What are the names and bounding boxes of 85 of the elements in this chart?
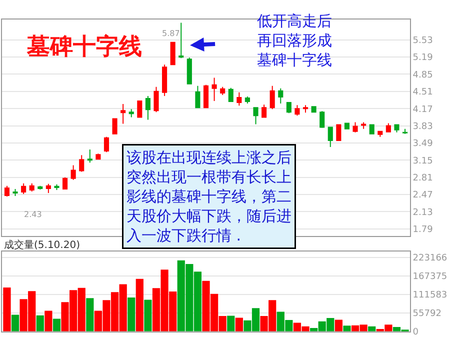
candlestick [87,149,92,164]
bar [144,300,152,332]
y-tick-label: 55792 [412,308,442,319]
candlestick [178,22,184,59]
candlestick [311,106,316,114]
y-tick-label: 223166 [412,253,448,264]
candlestick [253,106,258,125]
candlestick [54,184,60,190]
y-tick-label: 167375 [412,272,448,282]
y-tick-label: 5.19 [412,53,434,64]
bar [136,278,144,332]
annotation: 2.43 [24,210,42,219]
candlestick [320,110,325,128]
bar [128,297,136,332]
annotation: 低开高走后再回落形成墓碑十字线 [257,12,332,69]
candlestick [46,183,51,194]
bar [11,314,20,332]
candlestick [21,182,26,195]
y-tick-label: 111583 [412,290,448,300]
y-tick-label: 2.81 [412,173,433,184]
bar [44,310,52,332]
y-tick-label: 1.79 [412,225,434,236]
candlestick [394,124,400,133]
y-tick-label: 5.53 [412,36,433,46]
candlestick [195,85,200,108]
y-tick-label: 2.47 [412,190,433,201]
candlestick [336,124,342,142]
y-tick-label: 3.83 [412,122,433,132]
candlestick [137,100,142,118]
annotation: 5.87 [162,29,180,38]
candlestick [170,41,176,66]
candlestick [228,87,234,103]
candlestick [286,102,292,114]
y-tick-label: 4.51 [412,88,433,98]
y-tick-label: 4.17 [412,104,433,115]
bar [86,298,94,332]
y-tick-label: 3.49 [412,139,434,150]
candlestick [278,88,284,104]
chart-title: 成交量(5.10.20) [4,239,80,251]
candlestick [38,185,43,190]
candlestick [294,104,300,116]
candlestick [302,104,308,114]
y-tick-label: 3.15 [412,156,433,166]
candlestick [120,104,126,124]
bar [343,326,351,332]
candlestick [262,104,267,118]
annotation: 该股在出现连续上涨之后突然出现一根带有长长上影线的墓碑十字线，第二天股价大幅下跌，随后进入一波下跌行情 . [126,148,292,244]
candlestick [29,182,34,192]
bar [36,315,44,332]
candlestick [244,96,250,104]
candlestick [344,122,350,130]
candlestick [220,86,226,96]
candlestick [369,124,374,135]
candlestick [4,185,10,198]
bar [227,316,235,332]
candlestick [162,64,168,96]
y-tick-label: 4.85 [412,70,433,80]
candlestick [12,188,18,197]
bar [334,320,342,332]
candlestick [104,136,110,153]
candlestick [154,86,159,113]
candlestick [96,153,101,160]
bar [235,318,243,332]
candlestick [128,108,134,118]
candlestick [270,85,275,110]
bar [3,288,11,332]
candlestick [70,164,76,180]
candlestick [328,126,333,148]
candlestick [352,122,358,133]
candlestick [203,84,209,108]
text: 墓碑十字线 [26,33,142,60]
candlestick [236,92,242,106]
candlestick [186,57,192,84]
candlestick [212,77,217,102]
y-tick-label: 2.13 [412,208,433,218]
candlestick [361,122,366,130]
candlestick [62,176,68,190]
y-tick-label: 0 [412,327,419,338]
candlestick [386,122,391,133]
candlestick [145,95,150,120]
candlestick [79,154,84,172]
candlestick [378,130,383,138]
bar [52,318,61,332]
candlestick [112,118,118,135]
candlestick [402,128,408,134]
